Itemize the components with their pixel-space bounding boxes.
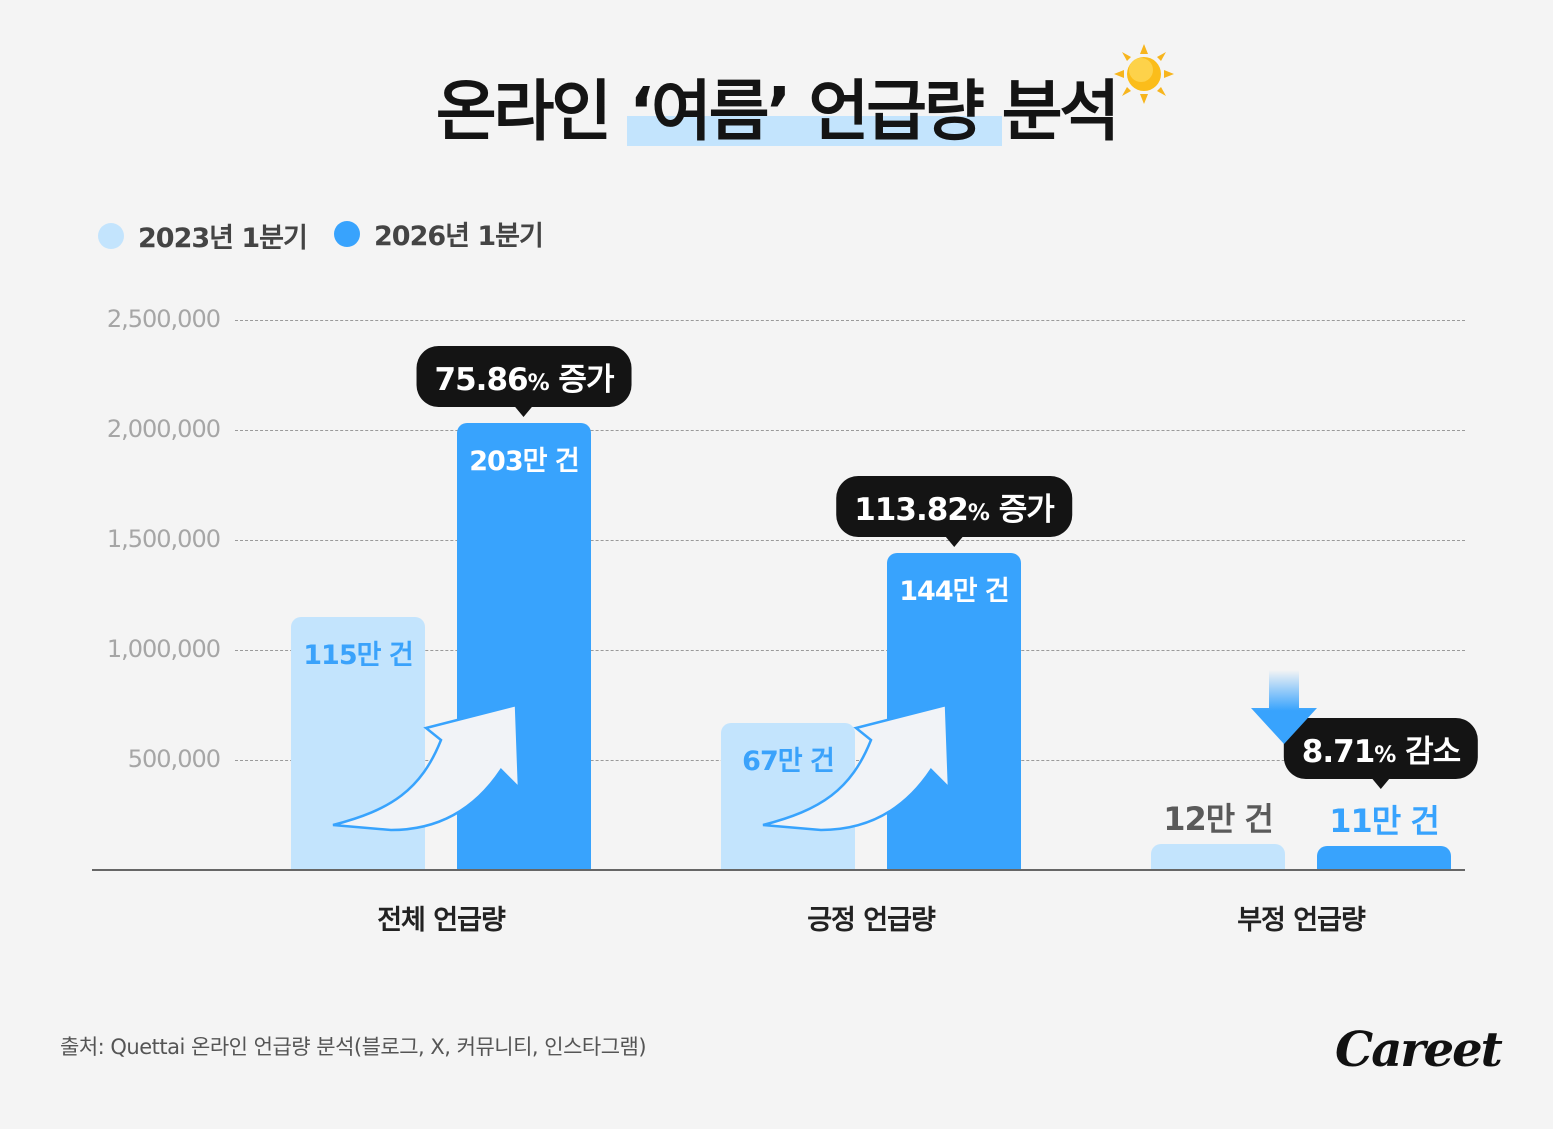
bar-value-label: 203만 건 xyxy=(469,446,579,478)
trend-up-arrow-icon xyxy=(332,703,521,832)
change-badge: 8.71% 감소 xyxy=(1283,718,1479,789)
legend-swatch xyxy=(98,222,124,249)
y-tick-label: 1,500,000 xyxy=(106,525,221,553)
change-badge: 113.82% 증가 xyxy=(836,476,1072,548)
y-tick-label: 500,000 xyxy=(127,745,221,773)
page-title: 온라인 ‘여름’ 언급량 분석 xyxy=(435,73,1120,150)
category-label: 전체 언급량 xyxy=(377,905,506,936)
bar-2023 xyxy=(1151,843,1285,870)
trend-up-arrow-icon xyxy=(762,703,951,832)
change-unit: % xyxy=(527,371,550,397)
change-unit: % xyxy=(1374,743,1396,768)
change-word: 감소 xyxy=(1405,734,1461,770)
trend-down-arrow-icon xyxy=(1251,670,1317,744)
gridline xyxy=(235,320,1465,321)
y-tick-label: 1,000,000 xyxy=(106,635,221,663)
legend-item-2023: 2023년 1분기 xyxy=(98,216,308,255)
change-value: 8.71 xyxy=(1301,734,1375,770)
legend-swatch xyxy=(334,220,360,247)
y-tick-label: 2,500,000 xyxy=(106,305,221,333)
bar-value-label: 11만 건 xyxy=(1329,801,1440,840)
change-value: 113.82 xyxy=(854,492,969,529)
category-label: 부정 언급량 xyxy=(1237,905,1366,936)
legend-item-2026: 2026년 1분기 xyxy=(334,214,544,253)
bar-value-label: 12만 건 xyxy=(1163,799,1274,838)
change-word: 증가 xyxy=(558,362,614,399)
change-word: 증가 xyxy=(998,492,1055,529)
legend-label: 2026년 1분기 xyxy=(374,221,544,252)
careet-logo: Careet xyxy=(1335,1022,1503,1078)
source-note: 출처: Quettai 온라인 언급량 분석(블로그, X, 커뮤니티, 인스타… xyxy=(60,1035,647,1059)
change-badge: 75.86% 증가 xyxy=(416,346,632,418)
x-axis-line xyxy=(92,869,1465,871)
change-value: 75.86 xyxy=(434,362,529,399)
bar-2026 xyxy=(1317,845,1451,870)
sun-icon xyxy=(1114,44,1174,104)
y-tick-label: 2,000,000 xyxy=(106,415,221,443)
change-unit: % xyxy=(967,501,990,527)
gridline xyxy=(235,540,1465,541)
gridline xyxy=(235,430,1465,431)
bar-value-label: 115만 건 xyxy=(303,640,413,671)
legend-label: 2023년 1분기 xyxy=(138,223,308,254)
gridline xyxy=(235,650,1465,651)
bar-value-label: 67만 건 xyxy=(742,745,835,777)
title-highlight xyxy=(627,116,1002,146)
category-label: 긍정 언급량 xyxy=(807,905,936,936)
bar-2026 xyxy=(887,553,1021,870)
bar-value-label: 144만 건 xyxy=(899,576,1009,608)
